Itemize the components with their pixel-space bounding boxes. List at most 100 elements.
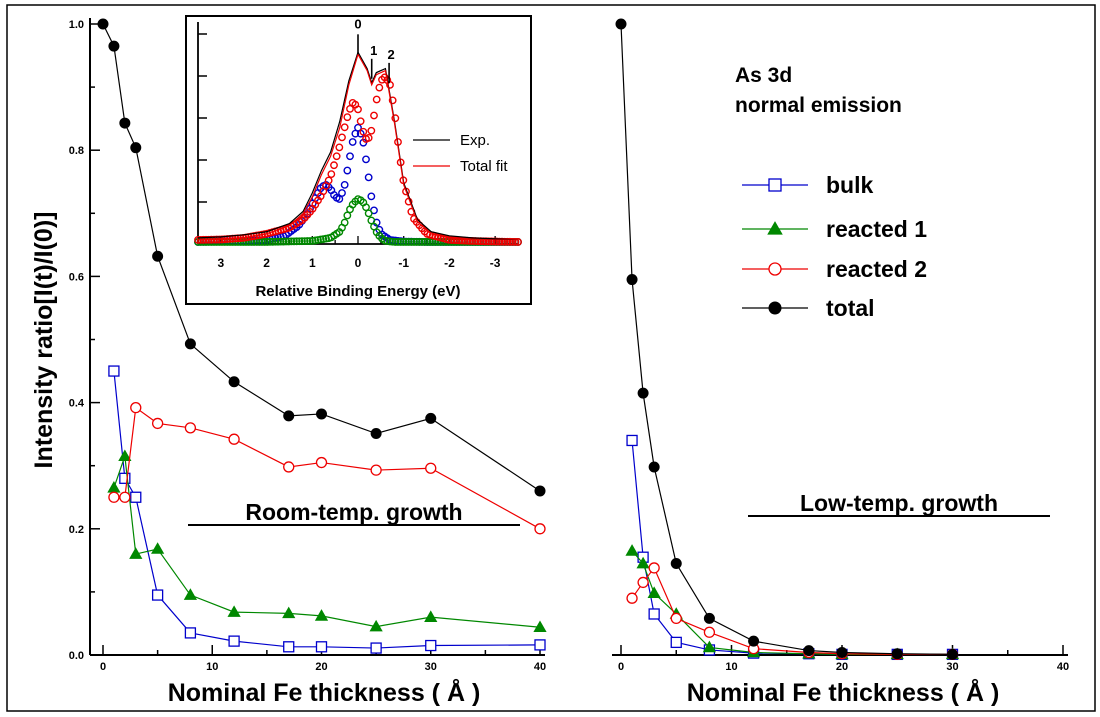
right-series-total [615,18,958,660]
inset-point-reacted-2 [332,152,341,161]
right-x-tick-label: 10 [725,661,737,673]
inset-legend-label-exp: Exp. [460,132,490,149]
inset-point-reacted-1 [388,237,397,246]
inset-point-bulk [364,173,373,182]
left-point-reacted-2 [370,464,382,476]
inset-point-reacted-2 [391,114,400,123]
right-point-total [891,648,903,660]
right-point-total [615,18,627,30]
inset-point-reacted-2 [506,237,514,246]
inset-point-reacted-2 [324,176,333,185]
inset-legend-label-total-fit: Total fit [460,158,508,175]
inset-point-reacted-2 [359,127,368,136]
inset-point-reacted-1 [402,238,410,246]
inset-point-reacted-1 [396,238,405,246]
inset-point-reacted-2 [498,237,506,246]
inset-line-total-fit [197,52,518,241]
right-point-total [648,461,660,473]
inset-peak-label: 1 [370,43,377,58]
left-point-reacted-1 [533,620,547,633]
left-point-bulk [184,627,197,639]
left-series-total [97,18,546,497]
inset-point-reacted-1 [284,237,293,246]
y-axis-label: Intensity ratio[I(t)/I(0)] [30,212,58,469]
inset-point-bulk [340,180,349,189]
inset-legend-entry-exp: Exp. [413,132,490,149]
left-point-reacted-1 [282,606,296,619]
left-point-bulk [425,639,437,652]
inset-point-reacted-2 [338,133,346,142]
inset-point-reacted-1 [426,238,434,246]
left-point-reacted-2 [119,491,131,503]
inset-point-reacted-2 [500,237,509,246]
inset-point-reacted-2 [511,238,520,246]
inset-point-reacted-1 [279,237,288,246]
right-series [615,18,960,661]
figure-title-line-2: normal emission [735,94,902,117]
main-legend: bulk reacted 1 reacted 2 total [742,172,927,321]
right-point-total [637,387,649,399]
inset-legend: Exp. Total fit [413,132,508,175]
left-y-tick-label: 0.8 [69,145,84,157]
left-point-reacted-1 [151,542,165,554]
inset-point-reacted-1 [418,238,426,246]
right-point-reacted-1 [636,556,650,569]
inset-point-reacted-2 [343,113,352,122]
left-y-tick-label: 1.0 [69,19,84,31]
left-point-bulk [283,641,295,653]
right-x-tick-label: 0 [618,661,624,673]
left-point-total [316,408,327,420]
inset-x-tick-label: -2 [444,256,455,270]
inset-point-reacted-1 [266,237,274,246]
inset-peak-label: 2 [387,47,394,62]
right-x-axis-label: Nominal Fe thickness ( Å ) [687,678,1000,707]
inset-point-reacted-2 [330,161,338,170]
left-point-bulk [130,491,142,503]
left-point-reacted-2 [228,433,240,445]
left-x-tick-label: 0 [100,661,106,673]
right-point-reacted-1 [647,586,661,598]
inset-point-reacted-1 [386,237,394,246]
left-point-reacted-1 [227,605,241,617]
legend-entry-total: total [742,295,875,321]
inset-point-reacted-1 [343,211,352,220]
inset-point-reacted-1 [303,237,312,245]
legend-marker-reacted-1 [767,221,783,235]
right-line-reacted-2 [631,566,953,655]
inset-point-reacted-1 [383,237,392,246]
legend-label-reacted-1: reacted 1 [826,216,927,242]
legend-marker-reacted-2 [768,262,782,276]
left-x-tick-label: 40 [534,661,546,673]
left-point-total [152,250,164,262]
inset-point-reacted-1 [274,237,282,246]
left-series-reacted-2 [108,401,546,535]
left-point-reacted-2 [108,491,120,503]
inset-point-reacted-1 [287,237,296,246]
inset-peak-label: 0 [354,16,361,31]
right-x-tick-label: 30 [946,661,958,673]
figure-title-line-1: As 3d [735,64,792,87]
inset-point-reacted-2 [447,236,456,244]
inset-point-reacted-1 [268,237,277,246]
right-point-total [836,646,848,658]
inset-point-reacted-2 [444,235,453,244]
left-point-total [184,338,196,350]
inset-x-tick-label: 0 [355,256,362,270]
inset-legend-entry-total-fit: Total fit [413,158,508,175]
inset-point-reacted-1 [362,203,370,212]
legend-entry-reacted-1: reacted 1 [742,216,927,242]
inset-series-total-fit [197,52,518,241]
legend-label-reacted-2: reacted 2 [826,256,927,282]
inset-point-reacted-1 [263,238,272,246]
right-point-total [670,558,682,570]
right-point-reacted-1 [625,544,639,556]
left-point-reacted-2 [130,401,142,414]
left-x-axis-label: Nominal Fe thickness ( Å ) [168,678,481,707]
left-point-total [370,428,382,440]
inset-point-reacted-1 [412,238,421,246]
inset-point-reacted-1 [258,238,266,246]
figure-frame [6,4,1096,712]
inset-point-reacted-1 [399,238,408,246]
right-point-bulk [626,434,638,447]
